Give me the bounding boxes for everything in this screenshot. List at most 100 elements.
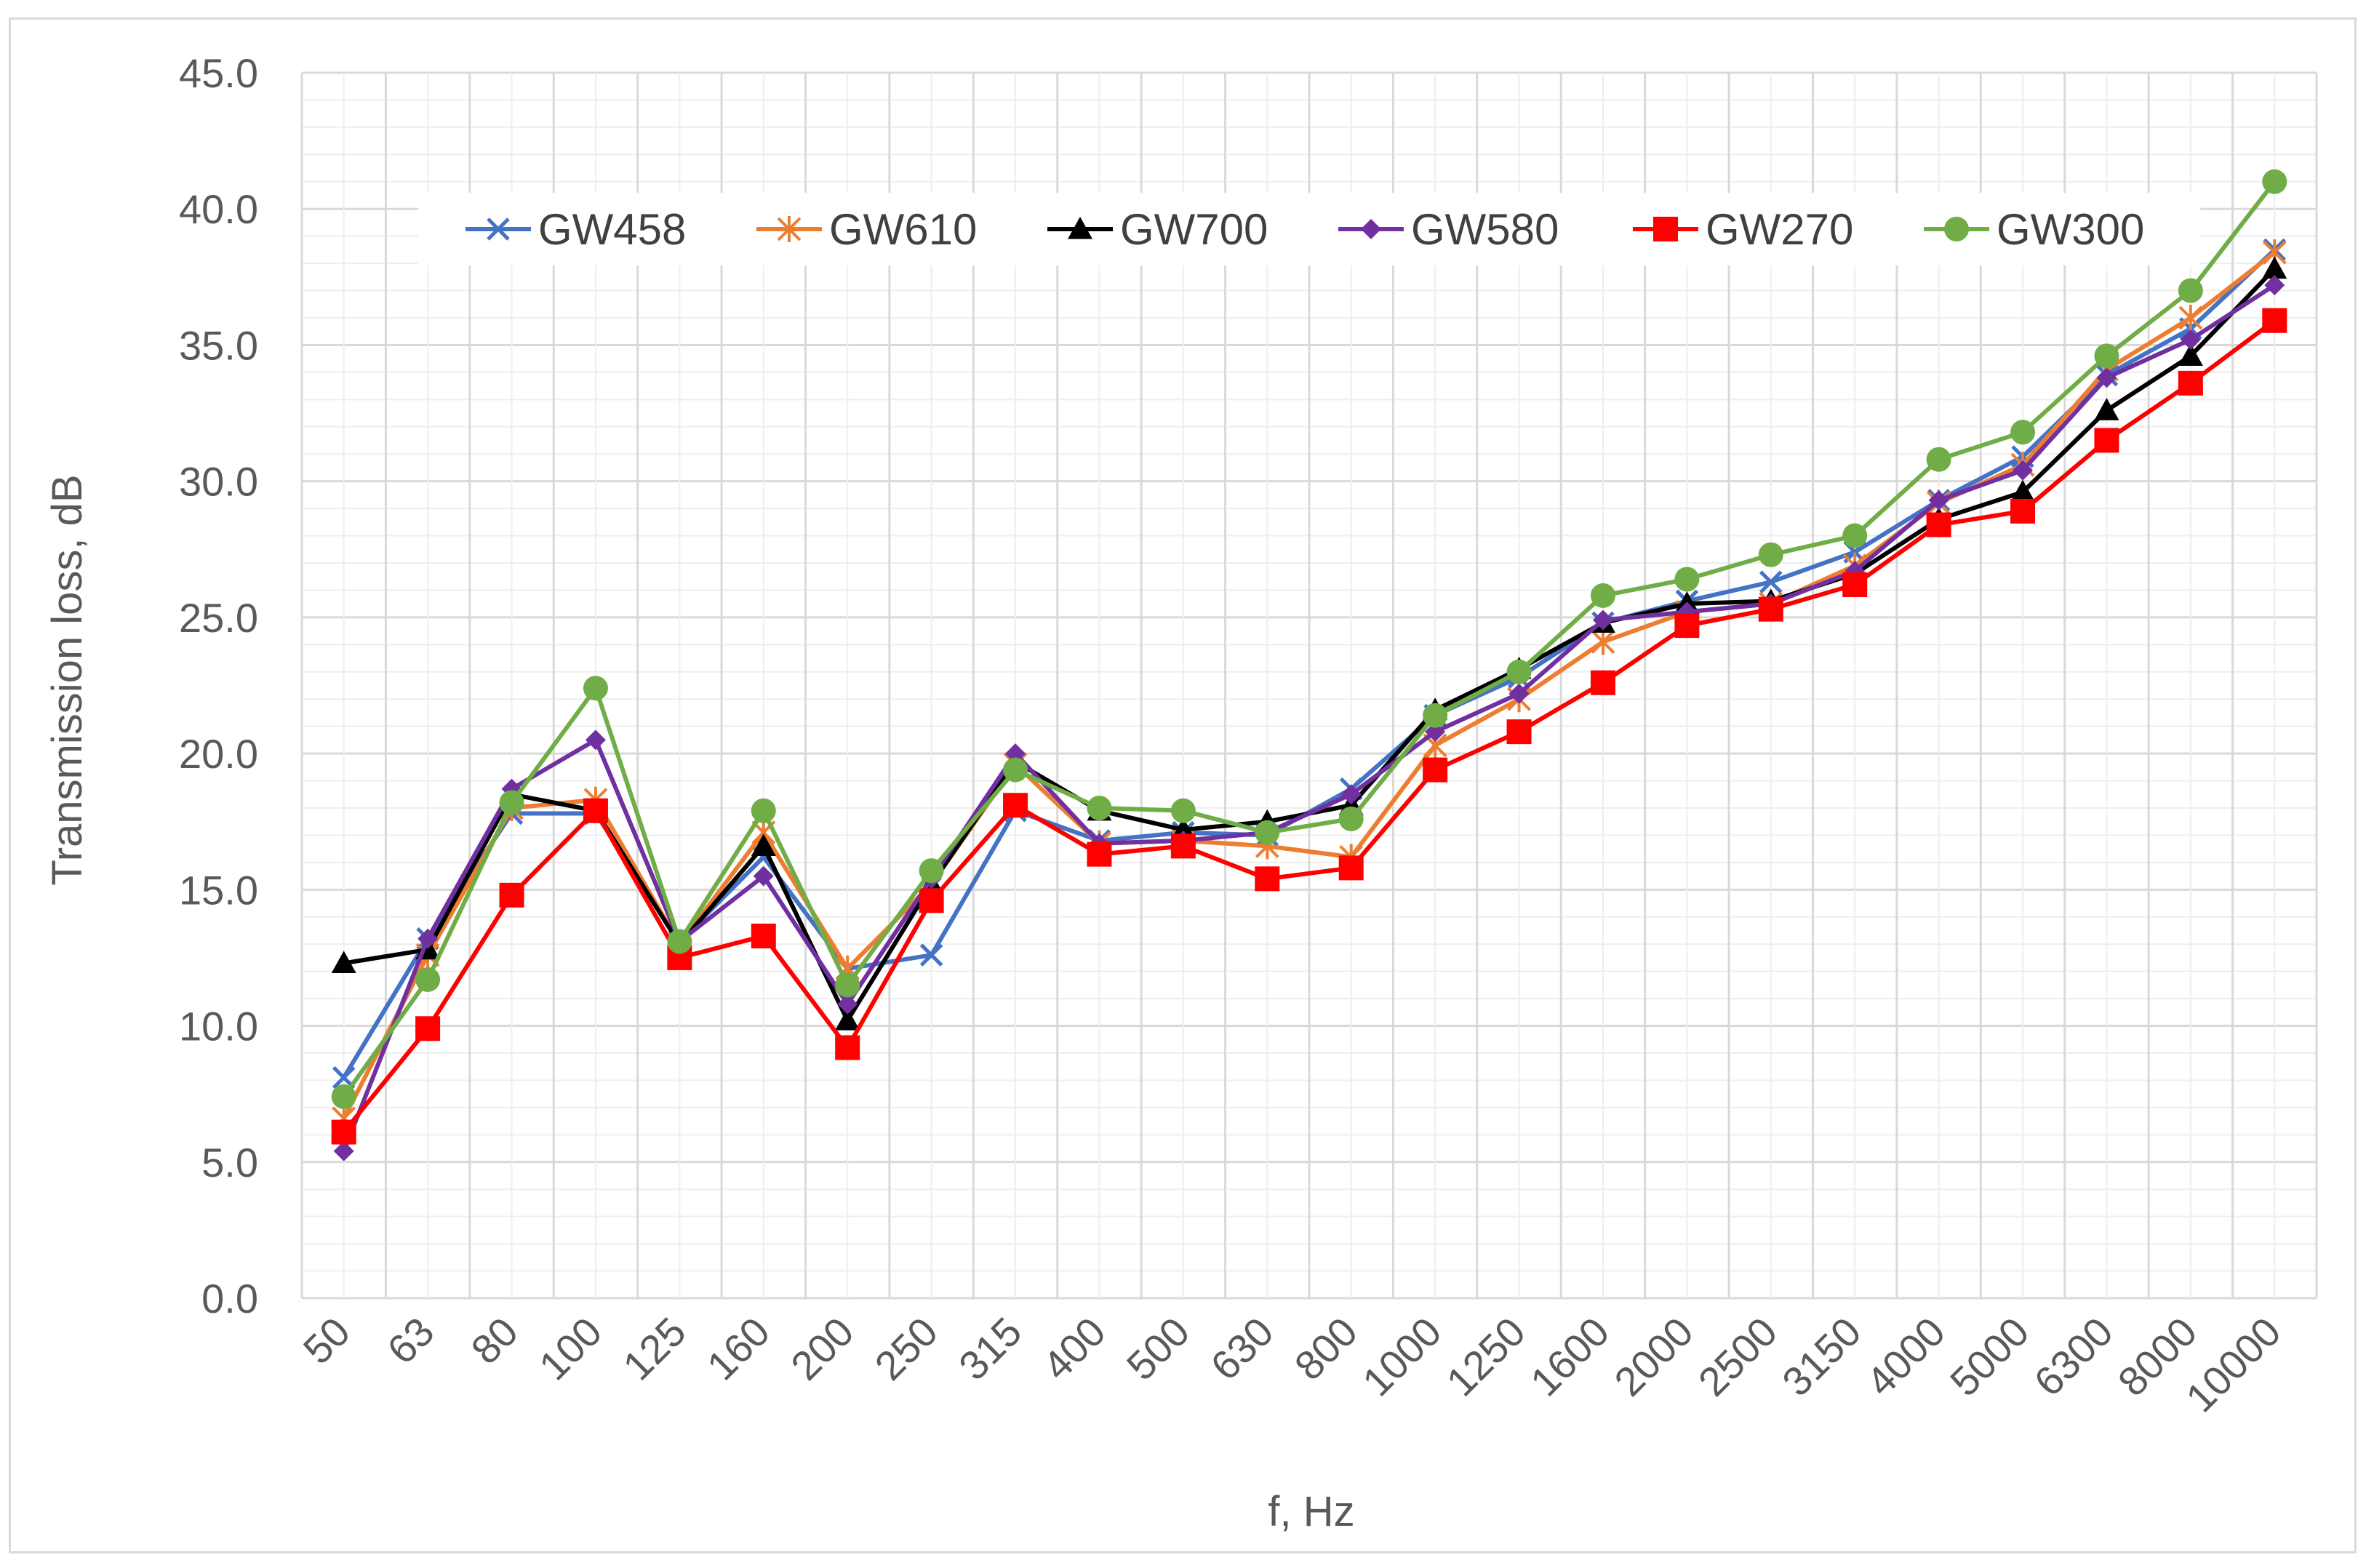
x-tick-label: 160 — [698, 1308, 779, 1389]
data-point — [1506, 659, 1532, 684]
data-point — [1170, 833, 1196, 859]
data-point — [2178, 305, 2203, 331]
y-tick-label: 45.0 — [179, 50, 258, 96]
y-tick-label: 5.0 — [201, 1140, 258, 1185]
x-tick-label: 315 — [950, 1308, 1031, 1389]
data-point — [1003, 757, 1028, 783]
data-point — [751, 798, 776, 823]
legend-swatch-marker — [1653, 217, 1678, 241]
data-point — [837, 993, 858, 1015]
x-tick-label: 2500 — [1690, 1308, 1786, 1405]
data-point — [2178, 278, 2203, 303]
data-point — [1674, 567, 1700, 592]
x-tick-label: 500 — [1118, 1308, 1199, 1389]
data-point — [1338, 855, 1364, 881]
data-point — [1926, 512, 1951, 537]
legend-swatch-marker — [1068, 217, 1092, 239]
data-point — [667, 929, 692, 954]
x-tick-label: 1250 — [1437, 1308, 1534, 1405]
data-point — [1928, 489, 1949, 511]
y-tick-label: 25.0 — [179, 595, 258, 641]
data-point — [2264, 275, 2285, 296]
x-tick-label: 50 — [295, 1308, 359, 1373]
grid-layer — [300, 71, 2318, 1300]
legend-entry: GW580 — [1338, 205, 1559, 254]
legend-background — [418, 193, 2200, 265]
data-point — [1087, 841, 1112, 867]
y-axis-title: Transmission loss, dB — [44, 474, 91, 885]
x-tick-label: 1600 — [1522, 1308, 1618, 1405]
x-tick-label: 400 — [1034, 1308, 1114, 1389]
data-point — [1255, 820, 1280, 845]
data-point — [1087, 796, 1112, 820]
data-point — [753, 865, 774, 887]
data-point — [1592, 609, 1613, 631]
data-point — [331, 951, 356, 974]
x-tick-label: 3150 — [1773, 1308, 1870, 1405]
data-point — [331, 1084, 356, 1109]
data-point — [1340, 784, 1362, 805]
data-point — [1758, 596, 1783, 622]
data-point — [835, 972, 860, 998]
data-point — [2262, 256, 2287, 279]
x-tick-label: 5000 — [1941, 1308, 2038, 1405]
data-point — [1255, 866, 1280, 892]
data-point — [919, 943, 943, 967]
legend-swatch-marker — [1361, 219, 1381, 239]
data-point — [499, 882, 524, 908]
x-tick-label: 80 — [462, 1308, 527, 1373]
data-point — [1590, 583, 1615, 608]
legend-swatch-marker — [487, 217, 510, 241]
data-point — [1423, 757, 1448, 783]
x-tick-labels: 50 63 80 100 125 160 200 250 315 400 500 630 8001000… — [295, 1308, 2290, 1421]
x-tick-label: 1000 — [1354, 1308, 1450, 1405]
data-point — [2013, 460, 2034, 481]
legend-label: GW458 — [538, 205, 686, 254]
y-tick-label: 15.0 — [179, 867, 258, 913]
legend-swatch-marker — [1944, 217, 1969, 241]
legend-entry: GW610 — [756, 205, 977, 254]
x-tick-label: 630 — [1202, 1308, 1282, 1389]
series-layer — [331, 169, 2287, 1161]
x-tick-label: 800 — [1286, 1308, 1367, 1389]
x-tick-label: 125 — [614, 1308, 695, 1389]
series-line — [342, 180, 2277, 1098]
x-tick-label: 100 — [530, 1308, 611, 1389]
x-tick-label: 250 — [866, 1308, 946, 1389]
data-point — [751, 923, 776, 948]
data-point — [583, 798, 608, 823]
x-tick-label: 10000 — [2177, 1308, 2290, 1421]
legend-label: GW700 — [1120, 205, 1268, 254]
x-axis-title: f, Hz — [1268, 1488, 1354, 1535]
data-point — [2262, 308, 2287, 333]
data-point — [417, 928, 439, 949]
y-tick-label: 30.0 — [179, 459, 258, 505]
data-point — [835, 1035, 860, 1060]
data-point — [919, 888, 944, 913]
data-point — [1591, 628, 1615, 655]
data-point — [1842, 523, 1868, 548]
legend-label: GW300 — [1997, 205, 2144, 254]
data-point — [1759, 570, 1783, 593]
data-point — [499, 790, 524, 815]
series-line — [342, 319, 2277, 1134]
y-tick-label: 35.0 — [179, 322, 258, 368]
data-point — [583, 676, 608, 701]
data-point — [585, 729, 606, 751]
data-point — [835, 1008, 860, 1031]
legend-entry: GW700 — [1047, 205, 1268, 254]
legend-label: GW580 — [1411, 205, 1559, 254]
data-point — [2094, 398, 2119, 420]
data-point — [331, 1119, 356, 1145]
data-point — [333, 1140, 354, 1161]
data-point — [2096, 367, 2117, 388]
y-tick-labels: 0.0 5.0 10.0 15.0 20.0 25.0 30.0 35.0 40.0 45.0 — [179, 50, 258, 1321]
data-point — [919, 858, 944, 884]
legend-label: GW270 — [1706, 205, 1853, 254]
data-point — [1758, 542, 1783, 567]
legend-entry: GW300 — [1924, 205, 2144, 254]
y-tick-label: 40.0 — [179, 186, 258, 232]
data-point — [1170, 798, 1196, 823]
data-point — [2010, 498, 2036, 524]
data-point — [1423, 703, 1448, 728]
